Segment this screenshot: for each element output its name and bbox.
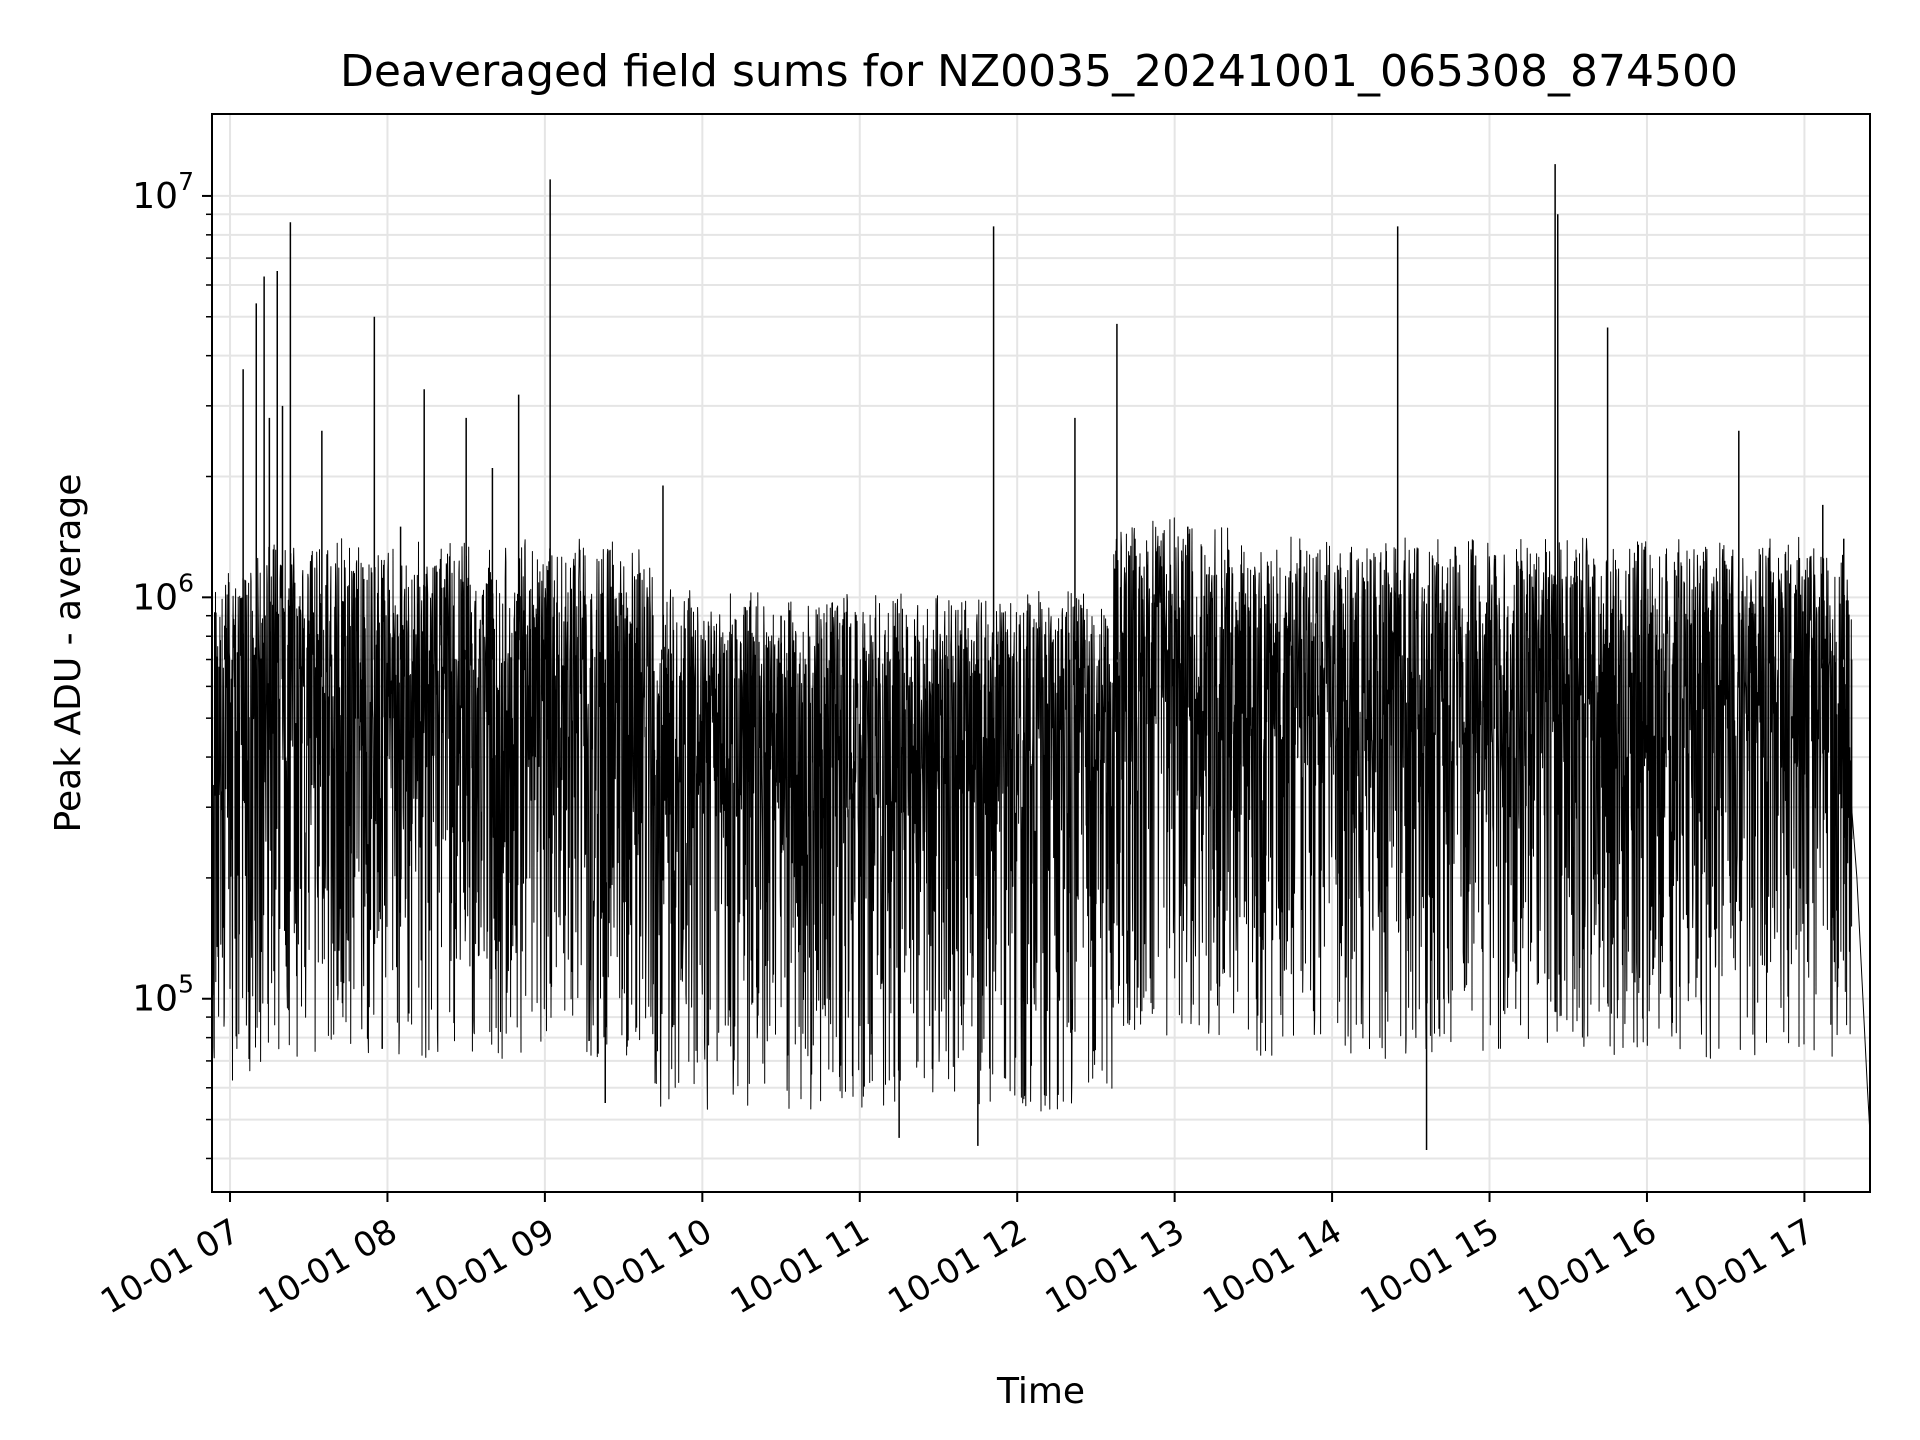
series-line: [211, 517, 1871, 1135]
y-tick-label: 107: [132, 167, 194, 217]
y-tick-exponent: 7: [178, 167, 194, 196]
y-tick-base: 10: [132, 577, 178, 618]
y-tick-label: 105: [132, 970, 194, 1020]
chart-title: Deaveraged field sums for NZ0035_2024100…: [340, 46, 1738, 97]
y-tick-base: 10: [132, 979, 178, 1020]
plot-frame: [211, 113, 1871, 1193]
peak-markers: [210, 164, 1871, 1150]
y-tick-exponent: 6: [178, 568, 194, 597]
x-axis-label: Time: [996, 1371, 1085, 1412]
y-tick-exponent: 5: [178, 970, 194, 999]
y-tick-label: 106: [132, 568, 194, 618]
y-tick-base: 10: [132, 176, 178, 217]
y-axis-label: Peak ADU - average: [48, 474, 89, 833]
